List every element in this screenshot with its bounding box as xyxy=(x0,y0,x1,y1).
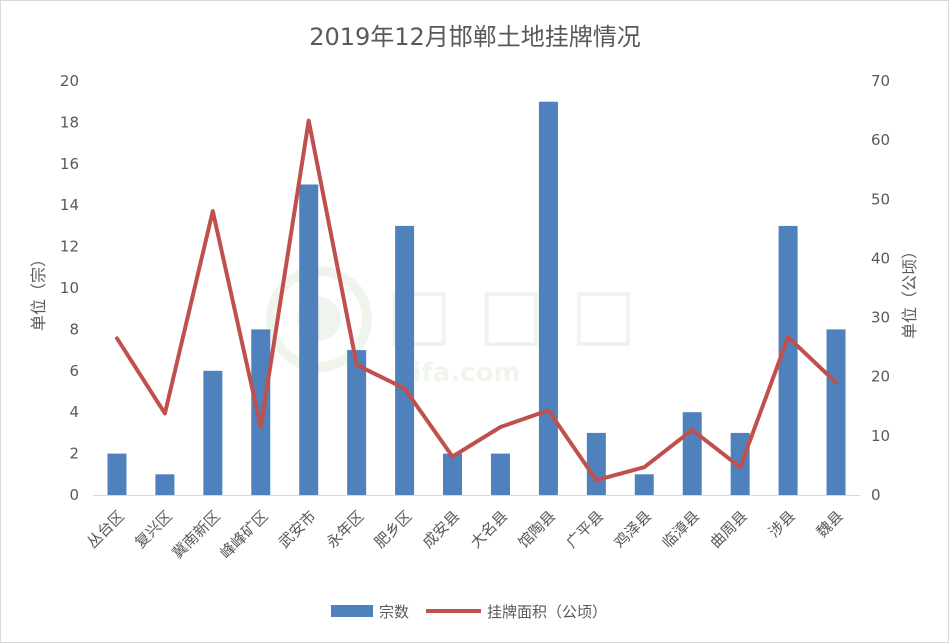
legend: 宗数 挂牌面积（公顷） xyxy=(331,603,607,621)
legend-bar-swatch xyxy=(331,605,373,617)
y2-tick-label: 60 xyxy=(871,131,890,149)
category-label: 馆陶县 xyxy=(515,507,560,552)
y2-tick-label: 40 xyxy=(871,249,890,267)
category-label: 肥乡区 xyxy=(371,507,416,552)
bar xyxy=(827,329,846,495)
y-tick-label: 8 xyxy=(69,320,79,338)
category-label: 魏县 xyxy=(813,507,847,541)
y-axis-title: 单位（宗） xyxy=(29,251,48,331)
category-label: 广平县 xyxy=(563,507,608,552)
y-tick-label: 18 xyxy=(60,113,79,131)
chart-title: 2019年12月邯郸土地挂牌情况 xyxy=(309,23,641,51)
category-label: 曲周县 xyxy=(706,507,751,552)
bar xyxy=(203,371,222,495)
bar xyxy=(491,454,510,495)
category-label: 丛台区 xyxy=(83,507,128,552)
category-label: 复兴区 xyxy=(131,507,176,552)
bar xyxy=(299,185,318,496)
bar xyxy=(347,350,366,495)
y2-axis-ticks: 0 10 20 30 40 50 60 70 xyxy=(871,72,890,504)
y2-axis-title: 单位（公顷） xyxy=(900,243,919,339)
y2-tick-label: 20 xyxy=(871,368,890,386)
category-label: 涉县 xyxy=(765,507,799,541)
category-label: 成安县 xyxy=(419,507,464,552)
bar xyxy=(587,433,606,495)
bar xyxy=(443,454,462,495)
category-label: 武安市 xyxy=(275,507,320,552)
category-label: 大名县 xyxy=(467,507,512,552)
category-label: 临漳县 xyxy=(658,507,703,552)
y-tick-label: 12 xyxy=(60,238,79,256)
y2-tick-label: 0 xyxy=(871,486,881,504)
category-label: 鸡泽县 xyxy=(611,507,656,552)
watermark: ☐ ☐ ☐ Lifa.com xyxy=(271,271,637,388)
bar xyxy=(155,474,174,495)
legend-line-label: 挂牌面积（公顷） xyxy=(487,603,607,621)
bar xyxy=(107,454,126,495)
y-tick-label: 0 xyxy=(69,486,79,504)
y-axis-ticks: 0 2 4 6 8 10 12 14 16 18 20 xyxy=(60,72,79,504)
y-tick-label: 6 xyxy=(69,362,79,380)
category-label: 峰峰矿区 xyxy=(216,507,271,562)
watermark-logo-text: ☐ ☐ ☐ xyxy=(386,278,637,364)
y2-tick-label: 30 xyxy=(871,309,890,327)
y-tick-label: 14 xyxy=(60,196,79,214)
bar xyxy=(539,102,558,495)
y-tick-label: 20 xyxy=(60,72,79,90)
category-labels: 丛台区复兴区冀南新区峰峰矿区武安市永年区肥乡区成安县大名县馆陶县广平县鸡泽县临漳… xyxy=(83,507,847,562)
y-tick-label: 4 xyxy=(69,403,79,421)
bar xyxy=(395,226,414,495)
y-tick-label: 10 xyxy=(60,279,79,297)
bar xyxy=(251,329,270,495)
watermark-text: Lifa.com xyxy=(396,358,521,388)
category-label: 冀南新区 xyxy=(169,507,224,562)
y2-tick-label: 70 xyxy=(871,72,890,90)
y2-tick-label: 50 xyxy=(871,190,890,208)
legend-bar-label: 宗数 xyxy=(379,603,409,621)
y-tick-label: 2 xyxy=(69,445,79,463)
y2-tick-label: 10 xyxy=(871,427,890,445)
bar xyxy=(635,474,654,495)
category-label: 永年区 xyxy=(323,507,368,552)
bar xyxy=(683,412,702,495)
y-tick-label: 16 xyxy=(60,155,79,173)
